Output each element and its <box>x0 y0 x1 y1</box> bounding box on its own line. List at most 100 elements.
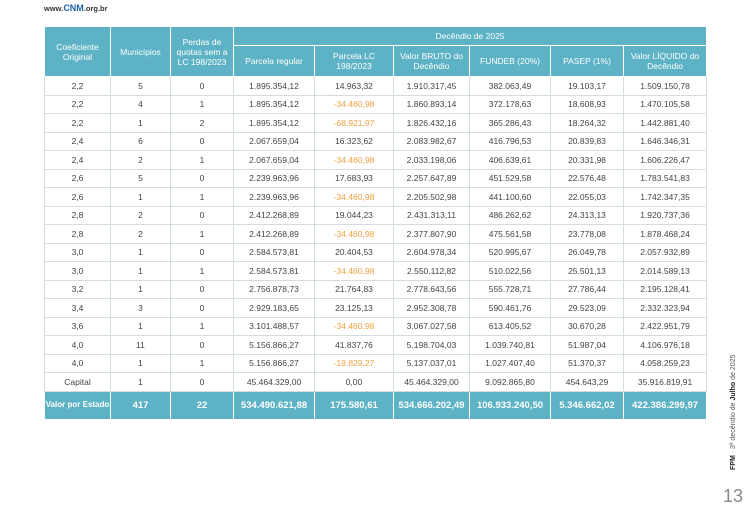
table-cell: -34.460,98 <box>314 94 394 114</box>
table-cell: 2.033.198,06 <box>393 150 470 170</box>
table-row: 4,0 11 0 5.156.866,27 41.837,76 5.198.704,03 1… <box>44 335 708 355</box>
table-cell: 4.106.976,18 <box>622 335 708 355</box>
table-cell: 2.929.183,65 <box>233 298 315 318</box>
table-cell: 1.860.893,14 <box>393 94 470 114</box>
table-cell: 2.431.313,11 <box>393 205 470 225</box>
table-cell: 1 <box>110 279 171 299</box>
table-cell: 18.264,32 <box>550 113 624 133</box>
table-row: 2,8 2 0 2.412.268,89 19.044,23 2.431.313,11 48… <box>44 205 708 225</box>
table-cell: 2.584.573,81 <box>233 261 315 281</box>
table-cell: 3.067.027,58 <box>393 316 470 336</box>
table-cell: 23.778,08 <box>550 224 624 244</box>
table-cell: 30.670,28 <box>550 316 624 336</box>
table-cell: 1 <box>170 150 234 170</box>
column-header: Valor LÍQUIDO do Decêndio <box>622 45 708 77</box>
table-cell: 2,2 <box>44 76 111 96</box>
table-cell: 20.331,98 <box>550 150 624 170</box>
table-row: 2,4 6 0 2.067.659,04 16.323,62 2.083.982,67 41… <box>44 131 708 151</box>
total-cell: 5.346.662,02 <box>550 390 624 420</box>
table-cell: -34.460,98 <box>314 187 394 207</box>
table-cell: 0 <box>170 168 234 188</box>
table-cell: 2.778.643,56 <box>393 279 470 299</box>
table-cell: 3,0 <box>44 261 111 281</box>
table-cell: 1 <box>170 187 234 207</box>
table-cell: 3,0 <box>44 242 111 262</box>
table-cell: 2 <box>110 205 171 225</box>
table-cell: 1.895.354,12 <box>233 113 315 133</box>
table-cell: 520.995,67 <box>469 242 551 262</box>
table-cell: 1 <box>110 261 171 281</box>
table-cell: 5.156.866,27 <box>233 353 315 373</box>
table-cell: 2 <box>110 224 171 244</box>
total-cell: Valor por Estado <box>44 390 111 420</box>
table-cell: 1.509.150,78 <box>622 76 708 96</box>
side-text: 3º decêndio de <box>730 402 737 449</box>
table-cell: 3.101.488,57 <box>233 316 315 336</box>
side-label: FPM <box>730 455 737 470</box>
site-brand: CNM <box>63 3 84 13</box>
table-cell: 0 <box>170 242 234 262</box>
column-header: Parcela LC 198/2023 <box>314 45 394 77</box>
site-prefix: www. <box>44 4 64 13</box>
table-cell: 4 <box>110 94 171 114</box>
table-cell: -34.460,98 <box>314 261 394 281</box>
column-header: Parcela regular <box>233 45 315 77</box>
table-row: 2,6 1 1 2.239.963,96 -34.460,98 2.205.502,98 4… <box>44 187 708 207</box>
table-cell: 2.584.573,81 <box>233 242 315 262</box>
table-cell: -68.921,97 <box>314 113 394 133</box>
table-cell: -19.829,27 <box>314 353 394 373</box>
total-cell: 417 <box>110 390 171 420</box>
column-header: Municípios <box>110 26 171 77</box>
table-row: 3,4 3 0 2.929.183,65 23.125,13 2.952.308,78 59… <box>44 298 708 318</box>
table-cell: 2,8 <box>44 224 111 244</box>
table-row: Capital 1 0 45.464.329,00 0,00 45.464.329,00 9… <box>44 372 708 392</box>
table-cell: 1 <box>170 353 234 373</box>
table-cell: 27.786,44 <box>550 279 624 299</box>
header-row: Parcela regular Parcela LC 198/2023 Valor … <box>45 45 708 77</box>
table-cell: 14.963,32 <box>314 76 394 96</box>
column-header: Perdas de quotas sem a LC 198/2023 <box>170 26 234 77</box>
table-cell: 3,6 <box>44 316 111 336</box>
table-cell: 0 <box>170 372 234 392</box>
table-cell: 2.067.659,04 <box>233 131 315 151</box>
table-cell: 5.137.037,01 <box>393 353 470 373</box>
table-cell: 2.952.308,78 <box>393 298 470 318</box>
table-cell: 22.576,48 <box>550 168 624 188</box>
table-cell: 2.014.589,13 <box>622 261 708 281</box>
table-cell: 20.404,53 <box>314 242 394 262</box>
table-cell: 1.027.407,40 <box>469 353 551 373</box>
table-cell: 2.057.932,89 <box>622 242 708 262</box>
table-cell: 21.764,83 <box>314 279 394 299</box>
table-cell: 416.796,53 <box>469 131 551 151</box>
table-cell: 1 <box>110 187 171 207</box>
table-cell: 2.756.878,73 <box>233 279 315 299</box>
group-header: Decêndio de 2025 <box>232 26 708 46</box>
table-row: 3,0 1 1 2.584.573,81 -34.460,98 2.550.112,82 5… <box>44 261 708 281</box>
table-cell: -34.460,98 <box>314 150 394 170</box>
table-row: 4,0 1 1 5.156.866,27 -19.829,27 5.137.037,01 1… <box>44 353 708 373</box>
table-cell: 2.412.268,89 <box>233 205 315 225</box>
table-cell: 486.262,62 <box>469 205 551 225</box>
table-cell: 1 <box>170 261 234 281</box>
table-cell: 1 <box>110 113 171 133</box>
table-cell: 1.910.317,45 <box>393 76 470 96</box>
table-cell: 2,4 <box>44 131 111 151</box>
table-row: 2,2 4 1 1.895.354,12 -34.460,98 1.860.893,14 3… <box>44 94 708 114</box>
total-cell: 534.490.621,88 <box>233 390 315 420</box>
table-cell: 23.125,13 <box>314 298 394 318</box>
table-cell: 0 <box>170 279 234 299</box>
table-cell: 451.529,58 <box>469 168 551 188</box>
table-cell: 45.464.329,00 <box>233 372 315 392</box>
table-cell: 510.022,56 <box>469 261 551 281</box>
table-cell: 1.442.881,40 <box>622 113 708 133</box>
table-cell: 1 <box>170 224 234 244</box>
page-number: 13 <box>722 486 743 506</box>
table-cell: 0 <box>170 298 234 318</box>
table-cell: 475.561,58 <box>469 224 551 244</box>
table-cell: 2,6 <box>44 168 111 188</box>
table-cell: 555.728,71 <box>469 279 551 299</box>
table-cell: 5.156.866,27 <box>233 335 315 355</box>
table-row: 2,2 1 2 1.895.354,12 -68.921,97 1.826.432,16 3… <box>44 113 708 133</box>
table-cell: 3 <box>110 298 171 318</box>
table-cell: 0 <box>170 131 234 151</box>
